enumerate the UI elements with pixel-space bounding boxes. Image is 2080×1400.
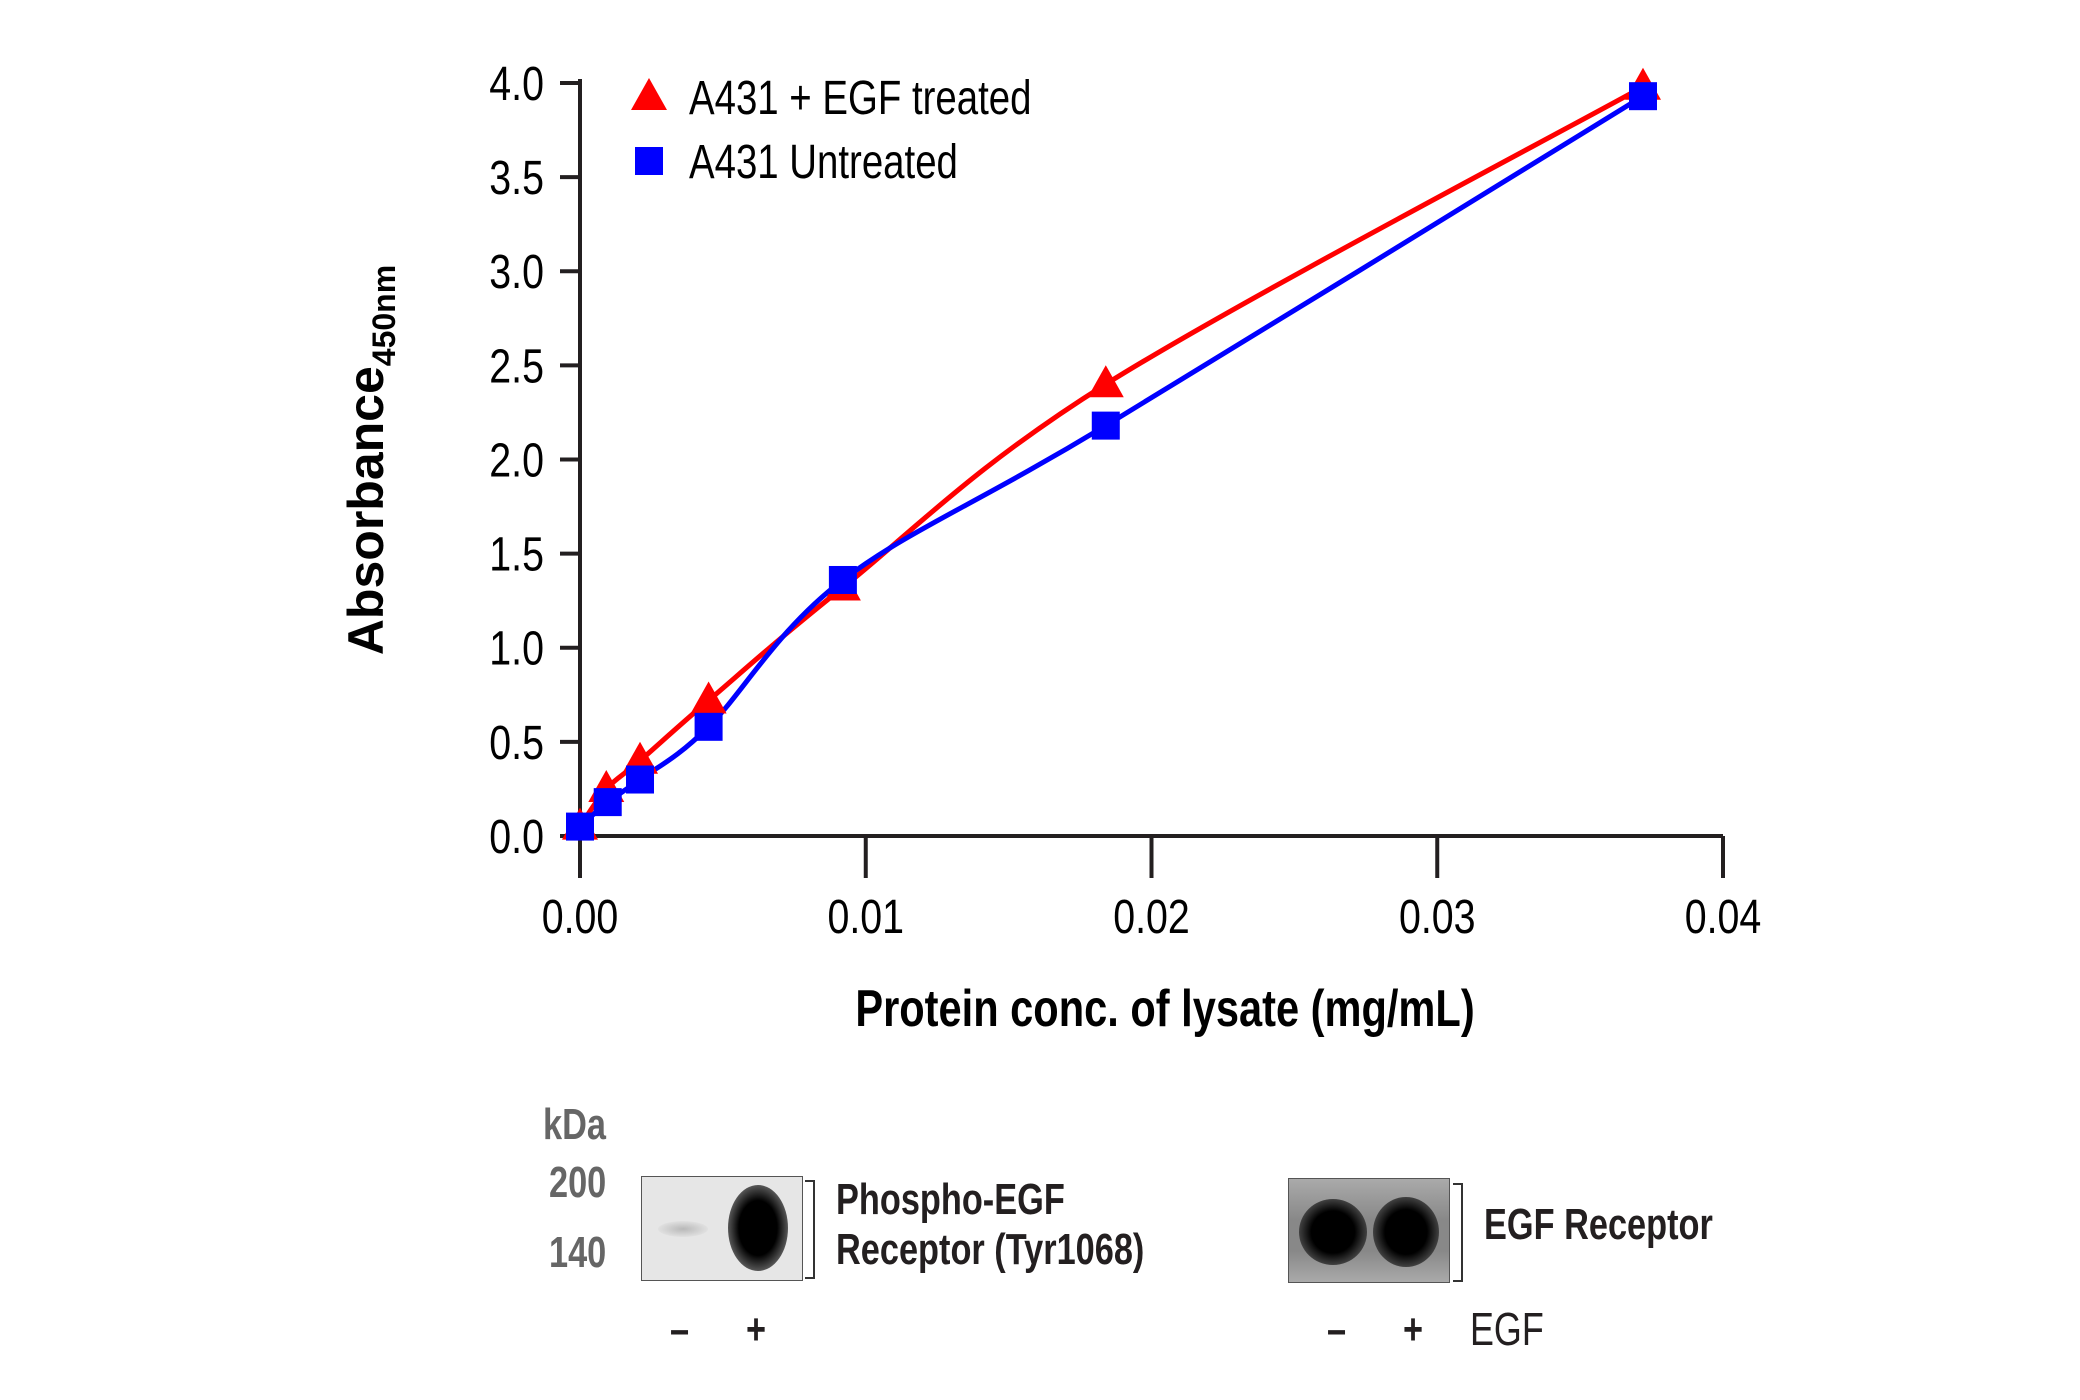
marker-200: 200: [549, 1158, 607, 1207]
bracket: [805, 1180, 815, 1279]
y-tick-label: 0.5: [489, 716, 544, 770]
y-tick-label: 0.0: [489, 810, 544, 864]
y-tick-label: 3.5: [489, 151, 544, 205]
x-tick-label: 0.02: [1113, 890, 1190, 944]
y-tick-label: 2.0: [489, 434, 544, 488]
y-tick-label: 1.5: [489, 528, 544, 582]
square-point: [566, 812, 594, 841]
x-tick-label: 0.00: [542, 890, 619, 944]
square-point: [626, 765, 655, 794]
egf-lane-header: EGF: [1470, 1303, 1544, 1355]
series-line-1: [577, 84, 1645, 829]
phospho-egfr-blot: [641, 1176, 803, 1281]
legend-label-2: A431 Untreated: [689, 136, 958, 189]
phospho-egfr-label: Phospho-EGF Receptor (Tyr1068): [836, 1175, 1145, 1274]
x-tick-label: 0.01: [827, 890, 904, 944]
chart: 0.00 0.01 0.02 0.03 0.04 0.0 0.5 1.0 1.5 2.0 2.5 3.…: [338, 57, 1761, 1038]
x-tick-label: 0.04: [1685, 890, 1762, 944]
band-untreated: [1299, 1199, 1367, 1265]
y-axis-label: Absorbance450nm: [338, 265, 402, 655]
egfr-label: EGF Receptor: [1484, 1200, 1713, 1249]
series-line-2: [578, 94, 1645, 829]
x-axis-label: Protein conc. of lysate (mg/mL): [855, 979, 1474, 1038]
kda-label: kDa: [543, 1100, 606, 1149]
triangle-point: [690, 681, 727, 714]
axes: 0.00 0.01 0.02 0.03 0.04 0.0 0.5 1.0 1.5 2.0 2.5 3.…: [489, 57, 1761, 944]
legend: A431 + EGF treated A431 Untreated: [631, 72, 1032, 189]
band-egf: [728, 1185, 788, 1271]
curves: [577, 84, 1645, 829]
lane-plus-2: +: [1403, 1305, 1424, 1354]
legend-marker-1: [631, 78, 667, 110]
lane-minus-1: –: [670, 1305, 690, 1354]
bracket: [1453, 1183, 1463, 1282]
square-point: [828, 565, 857, 594]
square-point: [694, 712, 723, 741]
y-tick-label: 2.5: [489, 340, 544, 394]
square-point: [1091, 411, 1120, 440]
marks: [562, 67, 1661, 841]
square-point: [593, 788, 622, 817]
legend-marker-2: [635, 147, 663, 175]
legend-label-1: A431 + EGF treated: [689, 72, 1032, 125]
triangle-point: [1087, 365, 1124, 398]
band-untreated: [658, 1221, 708, 1237]
square-point: [1628, 82, 1657, 111]
x-tick-label: 0.03: [1399, 890, 1476, 944]
marker-140: 140: [549, 1228, 607, 1277]
lane-plus-1: +: [746, 1305, 767, 1354]
band-egf: [1373, 1197, 1439, 1267]
y-tick-label: 4.0: [489, 57, 544, 111]
y-tick-label: 3.0: [489, 246, 544, 300]
lane-minus-2: –: [1327, 1305, 1347, 1354]
y-tick-label: 1.0: [489, 622, 544, 676]
egfr-blot: [1288, 1178, 1450, 1283]
